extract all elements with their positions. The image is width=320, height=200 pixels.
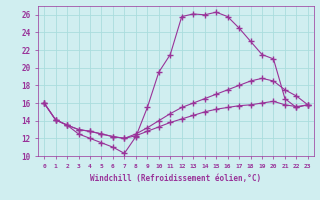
X-axis label: Windchill (Refroidissement éolien,°C): Windchill (Refroidissement éolien,°C) [91, 174, 261, 183]
